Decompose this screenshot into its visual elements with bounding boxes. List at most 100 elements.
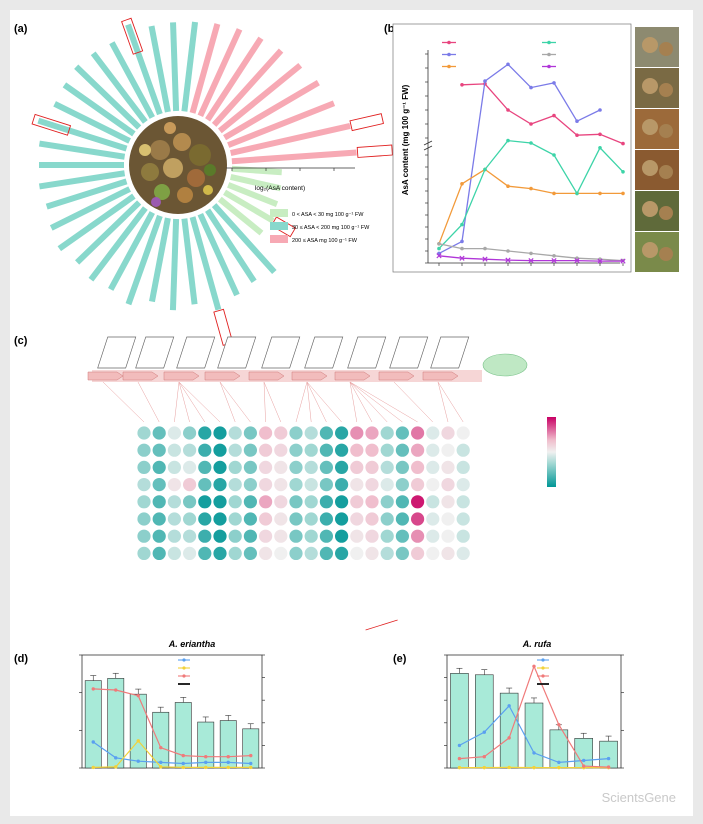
heatmap-cell xyxy=(426,546,440,561)
heatmap-cell xyxy=(228,546,242,561)
series-point xyxy=(460,246,464,251)
heatmap-cell xyxy=(198,512,212,526)
expression-point xyxy=(457,743,462,748)
series-point xyxy=(528,257,534,264)
series-point xyxy=(529,141,533,145)
radial-bar-group xyxy=(109,41,155,119)
series-point xyxy=(459,255,465,261)
radial-bar-group xyxy=(181,21,199,112)
heatmap-cell xyxy=(380,460,394,474)
heatmap-cell xyxy=(441,443,455,457)
heatmap-cell xyxy=(167,443,181,457)
radial-bar-group xyxy=(38,170,126,190)
series-point xyxy=(552,81,556,85)
series-point xyxy=(552,191,556,196)
heatmap-cell xyxy=(350,529,364,543)
pathway-node-box xyxy=(176,336,216,369)
heatmap-cell xyxy=(198,529,212,543)
heatmap-cell xyxy=(259,512,273,526)
heatmap-cell xyxy=(411,478,425,492)
heatmap-cell xyxy=(259,546,273,561)
expression-point xyxy=(249,765,253,770)
connector-line xyxy=(219,381,236,423)
heatmap-cell xyxy=(335,512,349,526)
heatmap-cell xyxy=(213,426,227,440)
legend-item-low: 0 < ASA < 30 mg 100 g⁻¹ FW xyxy=(292,212,364,218)
radial-bar xyxy=(189,216,222,311)
pathway-node-box xyxy=(389,336,429,369)
heatmap-cell xyxy=(152,426,166,440)
heatmap-cell xyxy=(380,512,394,526)
pathway-arrow xyxy=(378,371,415,381)
heatmap-cell xyxy=(213,512,227,526)
heatmap-cell xyxy=(243,443,257,457)
heatmap-cell xyxy=(441,460,455,474)
expression-point xyxy=(91,740,95,744)
heatmap-cell xyxy=(228,495,242,509)
heatmap-cell xyxy=(183,460,197,474)
series-point xyxy=(552,113,556,118)
heatmap-cell xyxy=(380,495,394,509)
series-point xyxy=(575,119,579,123)
heatmap-cell xyxy=(213,443,227,457)
radial-bar xyxy=(169,218,180,311)
heatmap-cell xyxy=(411,546,425,561)
fruit-shape xyxy=(642,160,658,176)
pathway-node-box xyxy=(97,336,137,369)
heatmap-cell xyxy=(243,426,257,440)
radial-bar-group xyxy=(74,64,142,130)
series-point xyxy=(598,108,602,112)
heatmap-cell xyxy=(274,529,288,543)
asa-bar xyxy=(599,740,618,769)
expression-point xyxy=(249,761,253,766)
expression-point xyxy=(532,664,536,668)
heatmap-cell xyxy=(365,426,379,440)
radial-bar xyxy=(217,196,264,236)
legend-marker xyxy=(547,40,551,45)
heatmap-cell xyxy=(441,478,455,492)
heatmap-cell xyxy=(274,426,288,440)
figure-canvas: (a) log₂(AsA content) 0 < ASA < 30 mg 10… xyxy=(10,10,693,816)
series-point xyxy=(460,83,464,87)
line-chart xyxy=(423,50,626,266)
watermark: ScientsGene xyxy=(602,790,676,805)
expression-line xyxy=(93,739,251,769)
heatmap-cell xyxy=(456,443,470,457)
expression-point xyxy=(482,765,486,770)
heatmap-cell xyxy=(441,529,455,543)
chart-title: A. rufa xyxy=(522,639,552,649)
fruit-photo-collage xyxy=(129,116,227,214)
radial-bar xyxy=(53,101,131,144)
connector-line xyxy=(295,381,308,423)
heatmap-cell xyxy=(152,495,166,509)
heatmap-cell xyxy=(380,546,394,561)
heatmap-cell xyxy=(243,495,257,509)
heatmap-cell xyxy=(137,529,151,543)
heatmap-cell xyxy=(304,512,318,526)
radial-bar xyxy=(90,51,148,124)
heatmap-cell xyxy=(183,512,197,526)
heatmap-cell xyxy=(335,529,349,543)
series-point xyxy=(437,242,441,246)
heatmap-cell xyxy=(228,460,242,474)
heatmap-cell xyxy=(152,512,166,526)
legend-marker xyxy=(547,52,551,57)
series-point xyxy=(529,85,533,90)
radial-bar-group xyxy=(75,200,142,265)
expression-point xyxy=(181,753,185,758)
series-point xyxy=(621,170,625,174)
legend-marker xyxy=(447,52,451,57)
connector-line xyxy=(263,381,266,423)
heatmap-cell xyxy=(183,529,197,543)
expression-point xyxy=(249,753,253,758)
heatmap-cell xyxy=(426,512,440,526)
expression-point xyxy=(226,755,230,759)
heatmap-cell xyxy=(395,546,409,561)
heatmap-cell xyxy=(289,495,303,509)
radial-bar-group xyxy=(197,28,243,118)
series-point xyxy=(529,122,533,126)
radial-bar xyxy=(37,117,128,152)
connector-line xyxy=(219,381,251,423)
heatmap-cell xyxy=(456,529,470,543)
heatmap-cell xyxy=(365,460,379,474)
